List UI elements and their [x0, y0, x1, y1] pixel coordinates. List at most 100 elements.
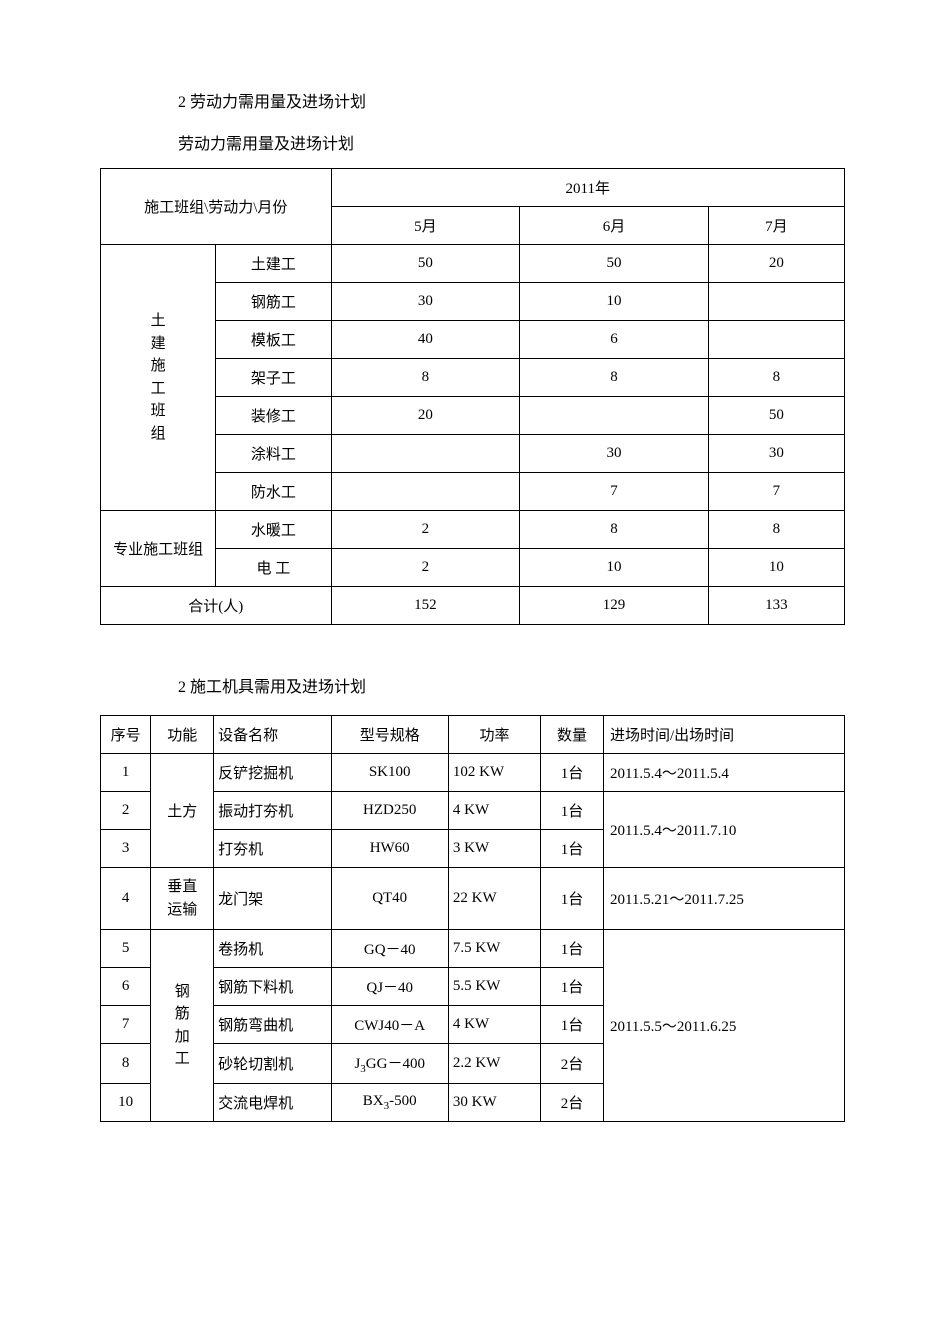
eq-qty: 2台	[541, 1084, 604, 1122]
labor-table: 施工班组\劳动力\月份 2011年 5月 6月 7月 土建施工班组 土建工 50…	[100, 168, 845, 625]
eq-model: QT40	[331, 868, 448, 930]
eq-power: 30 KW	[448, 1084, 540, 1122]
table-row: 专业施工班组 水暖工 2 8 8	[101, 511, 845, 549]
eq-power: 2.2 KW	[448, 1044, 540, 1084]
eq-name: 打夯机	[214, 830, 331, 868]
group2-label: 专业施工班组	[101, 511, 216, 587]
eq-qty: 1台	[541, 868, 604, 930]
worker-type: 水暖工	[216, 511, 331, 549]
cell-value: 50	[520, 245, 709, 283]
section1-heading: 2 劳动力需用量及进场计划	[178, 88, 845, 112]
cell-value: 2	[331, 511, 520, 549]
eq-header: 型号规格	[331, 716, 448, 754]
eq-model: QJ－40	[331, 968, 448, 1006]
section2-heading: 2 施工机具需用及进场计划	[178, 673, 845, 697]
cell-value: 10	[520, 549, 709, 587]
month-header: 7月	[708, 207, 844, 245]
year-header: 2011年	[331, 169, 844, 207]
eq-category: 钢筋加工	[151, 930, 214, 1122]
eq-category: 土方	[151, 754, 214, 868]
cell-value	[520, 397, 709, 435]
cell-value: 7	[520, 473, 709, 511]
eq-no: 2	[101, 792, 151, 830]
eq-header: 序号	[101, 716, 151, 754]
eq-model: BX3-500	[331, 1084, 448, 1122]
total-label: 合计(人)	[101, 587, 332, 625]
worker-type: 电 工	[216, 549, 331, 587]
worker-type: 钢筋工	[216, 283, 331, 321]
eq-header: 功率	[448, 716, 540, 754]
eq-name: 振动打夯机	[214, 792, 331, 830]
eq-time: 2011.5.4～2011.7.10	[603, 792, 844, 868]
total-value: 129	[520, 587, 709, 625]
table-row: 4 垂直运输 龙门架 QT40 22 KW 1台 2011.5.21～2011.…	[101, 868, 845, 930]
cell-value	[708, 283, 844, 321]
table-row: 5 钢筋加工 卷扬机 GQ－40 7.5 KW 1台 2011.5.5～2011…	[101, 930, 845, 968]
total-value: 133	[708, 587, 844, 625]
eq-no: 7	[101, 1006, 151, 1044]
eq-power: 4 KW	[448, 792, 540, 830]
eq-header: 功能	[151, 716, 214, 754]
eq-name: 卷扬机	[214, 930, 331, 968]
eq-qty: 1台	[541, 830, 604, 868]
corner-header: 施工班组\劳动力\月份	[101, 169, 332, 245]
table-row: 施工班组\劳动力\月份 2011年	[101, 169, 845, 207]
eq-name: 龙门架	[214, 868, 331, 930]
eq-header: 设备名称	[214, 716, 331, 754]
cell-value: 8	[708, 511, 844, 549]
cell-value: 30	[520, 435, 709, 473]
worker-type: 土建工	[216, 245, 331, 283]
eq-name: 钢筋弯曲机	[214, 1006, 331, 1044]
worker-type: 涂料工	[216, 435, 331, 473]
cell-value: 8	[708, 359, 844, 397]
eq-time: 2011.5.4～2011.5.4	[603, 754, 844, 792]
section1-subtitle: 劳动力需用量及进场计划	[178, 130, 845, 154]
eq-model: HZD250	[331, 792, 448, 830]
cell-value: 10	[708, 549, 844, 587]
cell-value: 20	[331, 397, 520, 435]
eq-time: 2011.5.5～2011.6.25	[603, 930, 844, 1122]
eq-no: 10	[101, 1084, 151, 1122]
table-row: 土建施工班组 土建工 50 50 20	[101, 245, 845, 283]
worker-type: 装修工	[216, 397, 331, 435]
total-value: 152	[331, 587, 520, 625]
eq-no: 6	[101, 968, 151, 1006]
worker-type: 架子工	[216, 359, 331, 397]
eq-name: 交流电焊机	[214, 1084, 331, 1122]
eq-power: 22 KW	[448, 868, 540, 930]
cell-value: 8	[520, 511, 709, 549]
cell-value: 6	[520, 321, 709, 359]
cell-value: 20	[708, 245, 844, 283]
eq-no: 8	[101, 1044, 151, 1084]
eq-qty: 1台	[541, 930, 604, 968]
equipment-table: 序号 功能 设备名称 型号规格 功率 数量 进场时间/出场时间 1 土方 反铲挖…	[100, 715, 845, 1122]
eq-header: 数量	[541, 716, 604, 754]
cell-value: 50	[708, 397, 844, 435]
eq-no: 1	[101, 754, 151, 792]
eq-power: 102 KW	[448, 754, 540, 792]
cell-value: 40	[331, 321, 520, 359]
eq-no: 4	[101, 868, 151, 930]
eq-model: CWJ40－A	[331, 1006, 448, 1044]
cell-value: 50	[331, 245, 520, 283]
cell-value	[331, 473, 520, 511]
eq-no: 3	[101, 830, 151, 868]
eq-qty: 1台	[541, 792, 604, 830]
eq-header: 进场时间/出场时间	[603, 716, 844, 754]
eq-qty: 1台	[541, 754, 604, 792]
eq-model: SK100	[331, 754, 448, 792]
eq-name: 砂轮切割机	[214, 1044, 331, 1084]
worker-type: 模板工	[216, 321, 331, 359]
eq-power: 4 KW	[448, 1006, 540, 1044]
eq-power: 3 KW	[448, 830, 540, 868]
cell-value: 8	[520, 359, 709, 397]
cell-value: 30	[708, 435, 844, 473]
eq-model: J3GG－400	[331, 1044, 448, 1084]
cell-value: 2	[331, 549, 520, 587]
worker-type: 防水工	[216, 473, 331, 511]
month-header: 6月	[520, 207, 709, 245]
eq-qty: 1台	[541, 968, 604, 1006]
cell-value: 7	[708, 473, 844, 511]
eq-model: GQ－40	[331, 930, 448, 968]
cell-value	[708, 321, 844, 359]
